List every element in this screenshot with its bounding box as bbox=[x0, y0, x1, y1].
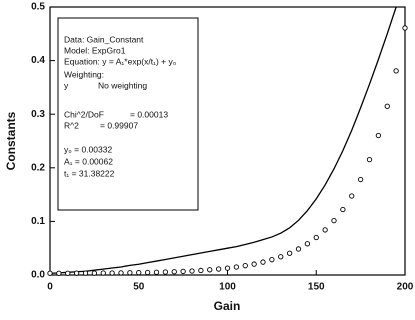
y-tick-label: 0.3 bbox=[31, 109, 45, 120]
data-point bbox=[260, 259, 266, 265]
data-point bbox=[207, 267, 213, 273]
data-point bbox=[198, 267, 204, 274]
annotation: y bbox=[64, 80, 69, 90]
data-point bbox=[393, 68, 399, 74]
data-point bbox=[73, 270, 80, 276]
data-point bbox=[322, 227, 328, 233]
fit-line bbox=[49, 6, 397, 275]
data-point bbox=[375, 132, 382, 139]
data-point bbox=[233, 264, 240, 270]
x-axis-label: Gain bbox=[214, 299, 241, 313]
annotation: = 0.99907 bbox=[100, 120, 138, 130]
annotation: Chi^2/DoF bbox=[64, 109, 104, 119]
data-point bbox=[171, 269, 177, 275]
data-point bbox=[100, 270, 106, 276]
annotation: Weighting: bbox=[64, 69, 104, 79]
x-tick-label: 100 bbox=[219, 282, 236, 293]
data-point bbox=[82, 270, 89, 276]
data-point bbox=[331, 217, 337, 224]
x-tick-label: 0 bbox=[47, 282, 53, 293]
annotation: Data: Gain_Constant bbox=[64, 34, 144, 44]
data-point bbox=[278, 254, 284, 260]
data-point bbox=[118, 270, 124, 276]
annotation-box bbox=[57, 17, 199, 211]
y-tick-label: 0.2 bbox=[31, 162, 45, 173]
annotation: Model: ExpGro1 bbox=[64, 45, 126, 55]
data-point bbox=[153, 269, 160, 275]
data-point bbox=[402, 25, 408, 31]
y-tick-label: 0.0 bbox=[31, 270, 45, 281]
annotation: y₀ = 0.00332 bbox=[64, 144, 112, 154]
data-point bbox=[242, 263, 248, 269]
data-point bbox=[349, 193, 355, 199]
annotation: Equation: y = A₁*exp(x/t₁) + y₀ bbox=[64, 56, 177, 66]
data-point bbox=[366, 157, 373, 163]
annotation: = 0.00013 bbox=[130, 109, 168, 119]
data-point bbox=[357, 176, 364, 183]
annotation: t₁ = 31.38222 bbox=[64, 168, 115, 178]
x-tick-label: 150 bbox=[308, 282, 325, 293]
data-point bbox=[144, 269, 151, 276]
data-point bbox=[340, 206, 346, 213]
y-tick-label: 0.4 bbox=[31, 55, 45, 66]
y-tick-label: 0.5 bbox=[31, 2, 45, 13]
data-point bbox=[215, 266, 222, 272]
annotation: No weighting bbox=[98, 80, 147, 90]
data-point bbox=[47, 270, 53, 276]
annotation: R^2 bbox=[64, 120, 79, 130]
data-point bbox=[65, 270, 71, 276]
data-point bbox=[180, 268, 186, 275]
data-point bbox=[56, 270, 62, 276]
y-tick-label: 0.1 bbox=[31, 216, 45, 227]
data-point bbox=[304, 241, 311, 247]
data-point bbox=[109, 270, 115, 276]
data-point bbox=[224, 265, 231, 271]
data-point bbox=[384, 103, 390, 109]
annotation: A₁ = 0.00062 bbox=[64, 156, 113, 166]
data-point bbox=[295, 246, 302, 252]
data-point bbox=[269, 257, 275, 263]
x-tick-label: 200 bbox=[397, 282, 414, 293]
x-tick-label: 50 bbox=[133, 282, 145, 293]
data-point bbox=[136, 269, 142, 276]
y-axis-label: Constants bbox=[4, 111, 18, 170]
data-point bbox=[127, 270, 133, 276]
data-point bbox=[286, 250, 293, 256]
data-point bbox=[251, 261, 257, 267]
data-point bbox=[162, 269, 169, 275]
data-point bbox=[189, 268, 195, 274]
data-point bbox=[91, 270, 98, 276]
data-point bbox=[313, 234, 319, 241]
